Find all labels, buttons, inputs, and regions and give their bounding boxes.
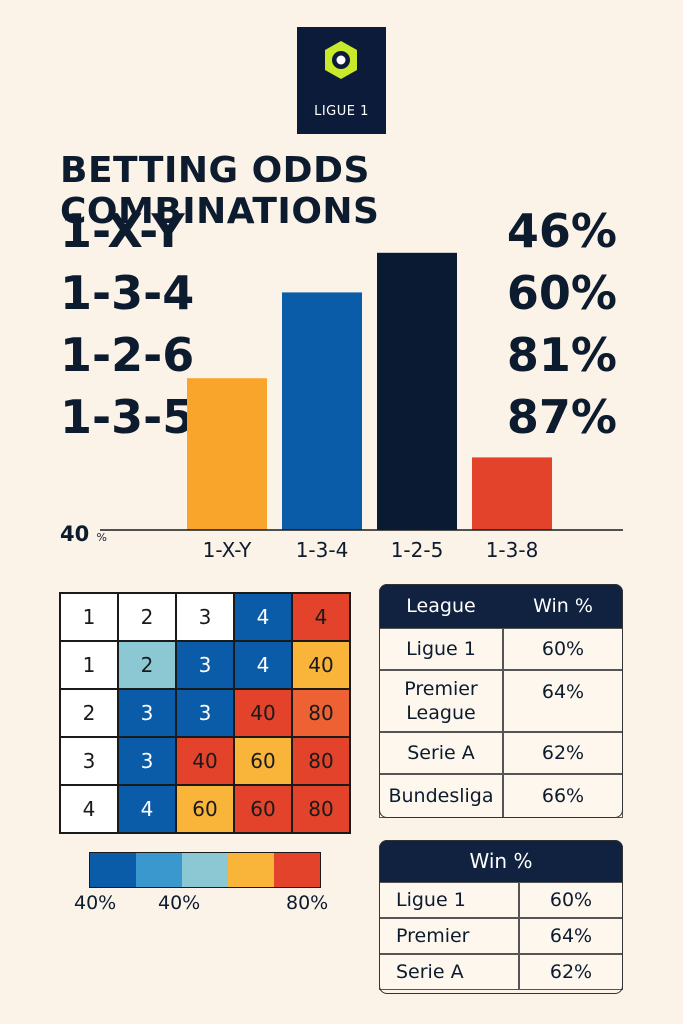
bar-1-X-Y: [187, 378, 267, 530]
win-cell: 60%: [519, 882, 623, 918]
x-tick-label: 1-3-4: [296, 538, 349, 562]
legend-label: 40%: [74, 892, 117, 914]
bar-chart: 1-X-Y 1-3-4 1-2-5 1-3-8: [100, 252, 623, 562]
x-tick-label: 1-3-8: [486, 538, 539, 562]
win-cell: 64%: [519, 918, 623, 954]
page-title: BETTING ODDS COMBINATIONS: [60, 150, 380, 232]
combo-pct: 81%: [506, 328, 617, 382]
heatmap-cell: 60: [175, 784, 235, 834]
league-win-table: League Win % Ligue 1 60% Premier League 6…: [379, 584, 623, 818]
league-cell: Ligue 1: [379, 628, 503, 670]
league-cell: Bundesliga: [379, 774, 503, 818]
heatmap-cell: 40: [175, 736, 235, 786]
ligue1-logo: LIGUE 1: [297, 27, 386, 134]
heatmap-cell: 1: [59, 640, 119, 690]
win-cell: 64%: [503, 670, 623, 732]
logo-text: LIGUE 1: [314, 104, 369, 119]
heatmap-cell: 4: [117, 784, 177, 834]
legend-swatch: [182, 853, 228, 887]
heatmap-cell: 3: [175, 688, 235, 738]
table-row: Bundesliga 66%: [379, 774, 623, 818]
legend-swatch: [136, 853, 182, 887]
heatmap-cell: 80: [291, 688, 351, 738]
table-row: Premier League 64%: [379, 670, 623, 732]
legend-swatch: [274, 853, 320, 887]
col-header-league: League: [379, 584, 503, 628]
heatmap-cell: 60: [233, 736, 293, 786]
heatmap-cell: 3: [175, 640, 235, 690]
table-row: Ligue 1 60%: [379, 628, 623, 670]
bar-1-3-4: [282, 292, 362, 530]
heatmap-cell: 1: [59, 592, 119, 642]
heatmap-cell: 80: [291, 736, 351, 786]
heatmap-cell: 40: [291, 640, 351, 690]
col-header-win: Win %: [503, 584, 623, 628]
combo-label: 1-2-6: [60, 328, 195, 382]
win-table: Win % Ligue 1 60% Premier 64% Serie A 62…: [379, 840, 623, 990]
legend-swatch: [228, 853, 274, 887]
heatmap-cell: 4: [233, 592, 293, 642]
x-tick-label: 1-X-Y: [203, 538, 252, 562]
win-cell: 62%: [519, 954, 623, 990]
table-row: Serie A 62%: [379, 732, 623, 774]
ligue1-mark-icon: [325, 41, 357, 79]
table-row: Ligue 1 60%: [379, 882, 623, 918]
heatmap-cell: 4: [59, 784, 119, 834]
combo-label: 1-3-4: [60, 266, 195, 320]
heatmap-row: 1 2 3 4 40: [59, 640, 351, 690]
league-cell: Ligue 1: [379, 882, 519, 918]
combo-pct: 60%: [506, 266, 617, 320]
win-cell: 60%: [503, 628, 623, 670]
heatmap-cell: 2: [117, 592, 177, 642]
heatmap-grid: 1 2 3 4 4 1 2 3 4 40 2 3 3 40 80 3 3 40 60 80 4 4 60 60 80: [59, 592, 351, 834]
combo-pct: 46%: [506, 204, 617, 258]
heatmap-cell: 3: [117, 688, 177, 738]
win-cell: 62%: [503, 732, 623, 774]
heatmap-cell: 80: [291, 784, 351, 834]
heatmap-cell: 4: [291, 592, 351, 642]
heatmap-cell: 3: [117, 736, 177, 786]
league-cell: Serie A: [379, 732, 503, 774]
heatmap-row: 3 3 40 60 80: [59, 736, 351, 786]
heatmap-legend: [89, 852, 321, 888]
heatmap-cell: 2: [117, 640, 177, 690]
league-cell: Premier: [379, 918, 519, 954]
heatmap-cell: 4: [233, 640, 293, 690]
heatmap-row: 4 4 60 60 80: [59, 784, 351, 834]
heatmap-cell: 3: [59, 736, 119, 786]
bar-1-3-8: [472, 457, 552, 530]
win-table-header: Win %: [379, 840, 623, 882]
y-axis-min-label: 40 %: [60, 522, 107, 546]
table-row: Serie A 62%: [379, 954, 623, 990]
table-row: Premier 64%: [379, 918, 623, 954]
heatmap-row: 2 3 3 40 80: [59, 688, 351, 738]
heatmap-cell: 2: [59, 688, 119, 738]
legend-swatch: [90, 853, 136, 887]
league-cell: Serie A: [379, 954, 519, 990]
combo-label: 1-3-5: [60, 390, 195, 444]
heatmap-cell: 3: [175, 592, 235, 642]
combo-label: 1-X-Y: [60, 204, 185, 258]
heatmap-cell: 60: [233, 784, 293, 834]
bar-1-2-5: [377, 252, 457, 531]
league-cell: Premier League: [379, 670, 503, 732]
heatmap-cell: 40: [233, 688, 293, 738]
win-cell: 66%: [503, 774, 623, 818]
legend-label: 80%: [286, 892, 329, 914]
combo-pct: 87%: [506, 390, 617, 444]
x-tick-label: 1-2-5: [391, 538, 444, 562]
legend-label: 40%: [158, 892, 201, 914]
